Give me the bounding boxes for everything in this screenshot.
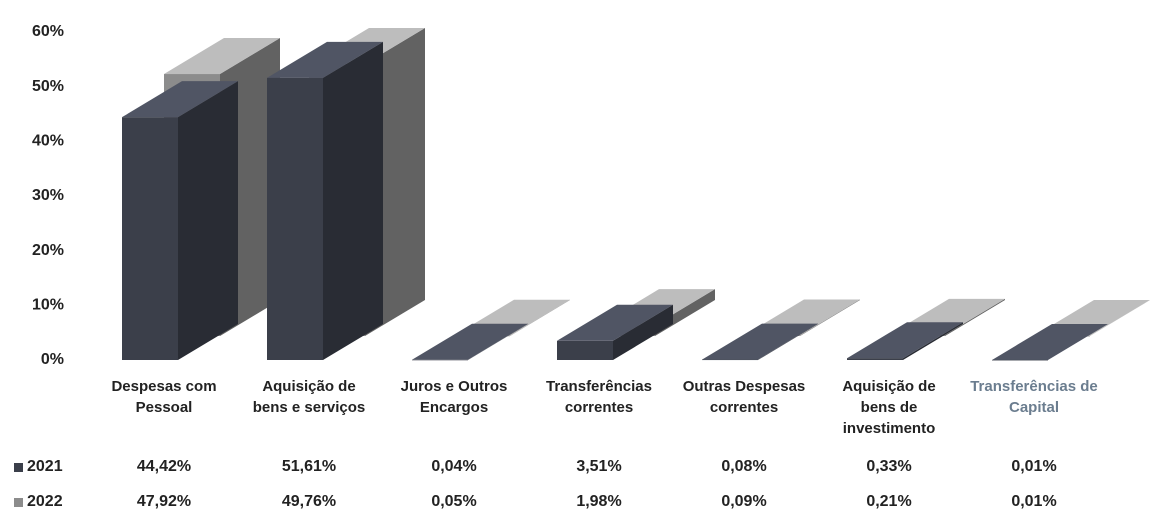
bar bbox=[412, 359, 468, 361]
y-tick-label: 10% bbox=[32, 297, 64, 314]
value-label: 0,33% bbox=[866, 458, 912, 475]
y-tick-label: 20% bbox=[32, 242, 64, 259]
category-label: Juros e Outros Encargos bbox=[400, 378, 508, 416]
value-label: 0,04% bbox=[431, 458, 477, 475]
bar-top bbox=[992, 323, 1108, 360]
category-label: Outras Despesas correntes bbox=[682, 378, 806, 416]
legend-label: 2022 bbox=[27, 493, 63, 510]
legend-entry: 2021 bbox=[14, 458, 63, 476]
bar-side bbox=[1048, 323, 1108, 360]
value-label: 0,08% bbox=[721, 458, 767, 475]
bar-side bbox=[613, 304, 673, 360]
legend-entry: 2022 bbox=[14, 493, 63, 511]
bar-top bbox=[164, 38, 280, 75]
category-label: Aquisição de bens de investimento bbox=[842, 378, 936, 437]
value-label: 3,51% bbox=[576, 458, 622, 475]
legend-swatch bbox=[14, 462, 23, 472]
bar-side bbox=[178, 81, 238, 361]
value-label: 0,21% bbox=[866, 493, 912, 510]
bar-top bbox=[847, 322, 963, 359]
y-tick-label: 40% bbox=[32, 133, 64, 150]
bar-side bbox=[323, 41, 383, 361]
category-label: Transferências correntes bbox=[546, 378, 652, 416]
legend-label: 2021 bbox=[27, 458, 63, 475]
category-label: Transferências de Capital bbox=[970, 378, 1098, 416]
bar bbox=[847, 358, 903, 360]
bar-side bbox=[903, 322, 963, 360]
value-label: 44,42% bbox=[136, 458, 192, 475]
value-label: 49,76% bbox=[281, 493, 337, 510]
value-label: 0,09% bbox=[721, 493, 767, 510]
category-label: Despesas com Pessoal bbox=[111, 378, 217, 416]
value-label: 0,01% bbox=[1011, 458, 1057, 475]
bar-top bbox=[557, 304, 673, 341]
bar bbox=[557, 340, 613, 360]
bar-side bbox=[510, 299, 570, 336]
value-label: 1,98% bbox=[576, 493, 622, 510]
y-tick-label: 50% bbox=[32, 78, 64, 95]
bar-side bbox=[468, 323, 528, 360]
bar bbox=[122, 117, 178, 360]
legend-swatch bbox=[14, 497, 23, 507]
bar-side bbox=[758, 323, 818, 360]
bar-top bbox=[702, 323, 818, 360]
y-tick-label: 60% bbox=[32, 23, 64, 40]
bar-side bbox=[800, 299, 860, 336]
bar-side bbox=[1090, 299, 1150, 336]
y-tick-label: 30% bbox=[32, 187, 64, 204]
category-label: Aquisição de bens e serviços bbox=[252, 378, 366, 416]
value-label: 0,05% bbox=[431, 493, 477, 510]
value-label: 0,01% bbox=[1011, 493, 1057, 510]
y-tick-label: 0% bbox=[41, 351, 64, 368]
bar-top bbox=[267, 41, 383, 78]
value-label: 51,61% bbox=[281, 458, 337, 475]
bar bbox=[702, 359, 758, 361]
bar bbox=[267, 77, 323, 361]
bar-top bbox=[122, 81, 238, 118]
bar bbox=[992, 359, 1048, 361]
bar-top bbox=[412, 323, 528, 360]
value-label: 47,92% bbox=[136, 493, 192, 510]
bar-side bbox=[945, 298, 1005, 336]
